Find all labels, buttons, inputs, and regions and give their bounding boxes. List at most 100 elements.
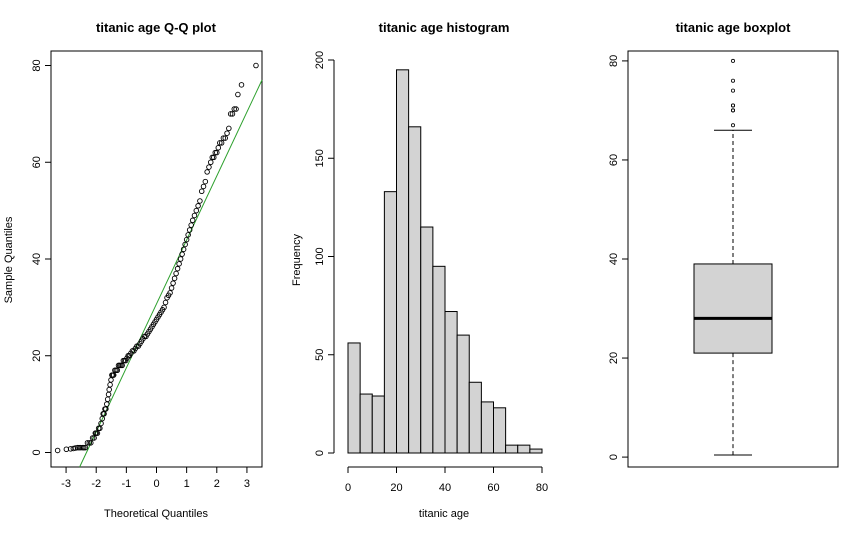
histogram-bar: [468, 381, 482, 454]
qq-x-axis-label: Theoretical Quantiles: [104, 508, 208, 520]
qq-point: [110, 372, 117, 378]
histogram-bar: [493, 407, 507, 454]
histogram-bar: [383, 191, 397, 454]
histogram-y-tick-label: 150: [314, 149, 326, 167]
qq-point: [224, 130, 230, 136]
histogram-y-tick-label: 50: [314, 349, 326, 361]
histogram-bar: [529, 448, 543, 454]
qq-point: [107, 382, 113, 388]
boxplot-outlier: [731, 103, 736, 108]
qq-point: [98, 420, 104, 427]
qq-point: [191, 212, 198, 219]
qq-point: [84, 440, 91, 446]
histogram-x-tick-label: 40: [439, 482, 451, 494]
qq-point: [238, 82, 245, 88]
qq-point: [202, 178, 209, 185]
histogram-bar: [456, 334, 470, 454]
boxplot-y-tick-label: 60: [608, 154, 620, 166]
qq-x-tick-label: 3: [244, 478, 250, 490]
qq-point: [195, 203, 201, 209]
qq-point: [226, 125, 232, 132]
qq-point: [214, 149, 220, 156]
qq-x-tick-label: 1: [184, 478, 190, 490]
histogram-y-tick-label: 0: [314, 450, 326, 456]
histogram-bar: [480, 401, 494, 454]
qq-y-tick-label: 0: [31, 449, 43, 455]
qq-point: [97, 425, 103, 432]
qq-point: [82, 444, 89, 451]
histogram-bar: [432, 265, 446, 454]
histogram-x-tick-label: 60: [487, 482, 499, 494]
qq-point: [177, 256, 184, 262]
qq-point: [204, 169, 210, 175]
boxplot-outlier: [731, 123, 736, 128]
boxplot-y-tick-label: 80: [608, 55, 620, 67]
qq-point: [229, 111, 236, 117]
qq-y-axis-label: Sample Quantiles: [3, 216, 15, 303]
histogram-x-tick-label: 0: [345, 482, 351, 494]
qq-point: [179, 251, 185, 257]
qq-x-tick-label: -2: [91, 478, 101, 490]
histogram-y-tick-label: 200: [314, 51, 326, 69]
boxplot-y-tick-label: 20: [608, 352, 620, 364]
histogram-bar: [359, 393, 373, 454]
histogram-bar: [347, 342, 361, 454]
histogram-x-tick-label: 80: [536, 482, 548, 494]
qq-point: [119, 362, 125, 369]
qq-point: [105, 391, 112, 398]
qq-x-tick-label: -1: [121, 478, 131, 490]
qq-point: [106, 386, 112, 393]
boxplot-y-tick-label: 40: [608, 253, 620, 265]
qq-point: [162, 299, 169, 306]
histogram-title: titanic age histogram: [379, 20, 510, 35]
qq-point: [197, 198, 203, 204]
qq-point: [108, 377, 114, 383]
qq-y-tick-label: 60: [31, 156, 43, 168]
histogram-bar: [408, 126, 422, 454]
qq-point: [104, 396, 111, 403]
qq-y-tick-label: 40: [31, 253, 43, 265]
qq-point: [54, 447, 61, 454]
boxplot-outlier: [731, 88, 736, 93]
qq-point: [206, 164, 212, 170]
qq-reference-line: [79, 79, 263, 468]
qq-point: [233, 106, 239, 112]
qq-point: [188, 222, 194, 228]
qq-point: [176, 261, 182, 267]
qq-point: [227, 111, 234, 117]
qq-point: [222, 135, 228, 141]
boxplot-panel: titanic age boxplot 0 20 40 60 80: [608, 20, 839, 468]
qq-point: [220, 135, 227, 141]
qq-point: [208, 159, 214, 166]
qq-point: [94, 430, 101, 436]
qq-point: [168, 285, 175, 291]
qq-point: [182, 241, 188, 248]
qq-x-tick-label: -3: [61, 478, 71, 490]
qq-point: [217, 140, 223, 146]
qq-point: [114, 367, 121, 374]
qq-point: [167, 290, 173, 296]
histogram-bar: [505, 444, 519, 454]
histogram-bar: [396, 69, 410, 454]
qq-point: [88, 440, 94, 446]
qq-point: [180, 246, 187, 253]
histogram-x-tick-label: 20: [390, 482, 402, 494]
qq-point: [186, 227, 193, 233]
qq-point: [200, 183, 207, 190]
qq-point: [183, 236, 190, 243]
qq-point: [198, 188, 205, 195]
qq-point: [185, 232, 191, 238]
boxplot-box: [693, 263, 773, 354]
boxplot-outlier: [731, 108, 736, 113]
histogram-panel: titanic age histogram titanic age Freque…: [291, 20, 548, 520]
qq-point: [171, 275, 178, 282]
qq-point: [215, 144, 222, 151]
qq-point: [91, 435, 97, 441]
qq-y-tick-label: 20: [31, 350, 43, 362]
qq-plot-title: titanic age Q-Q plot: [96, 20, 217, 35]
qq-point: [218, 140, 225, 146]
qq-x-tick-label: 2: [214, 478, 220, 490]
qq-point: [189, 217, 196, 224]
boxplot-title: titanic age boxplot: [676, 20, 792, 35]
